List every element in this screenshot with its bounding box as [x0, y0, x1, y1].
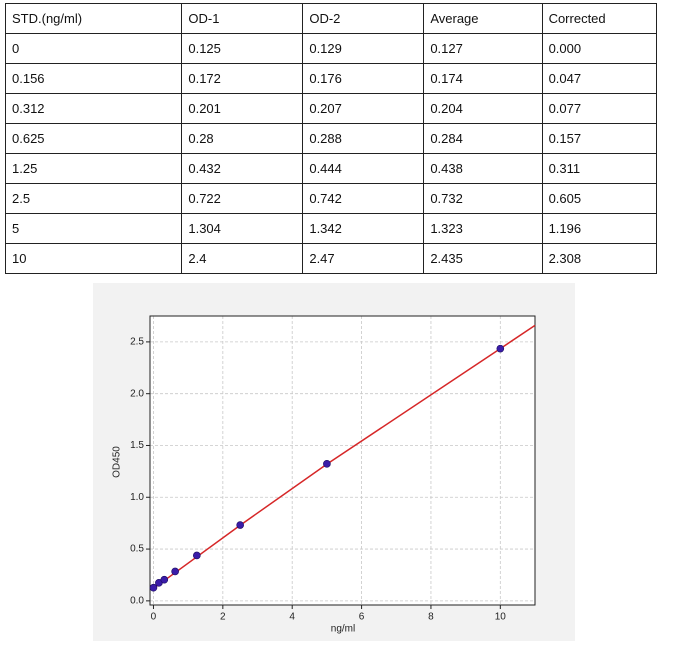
table-cell: 1.304 [181, 213, 304, 244]
table-cell: OD-1 [181, 3, 304, 34]
x-axis-label: ng/ml [331, 624, 355, 635]
table-cell: 2.435 [423, 243, 543, 274]
table-cell: 0.625 [4, 123, 183, 154]
table-cell: 0.127 [423, 33, 543, 64]
data-point [160, 575, 169, 584]
table-row: 0.625 0.28 0.288 0.284 0.157 [4, 123, 658, 154]
table-cell: 0.288 [302, 123, 425, 154]
table-row: 0 0.125 0.129 0.127 0.000 [4, 33, 658, 64]
table-cell: Corrected [541, 3, 658, 34]
table-cell: 0.156 [4, 63, 183, 94]
table-cell: 0.311 [541, 153, 658, 184]
table-cell: 0.174 [423, 63, 543, 94]
y-tick-label: 1.5 [130, 440, 144, 451]
x-tick-label: 8 [428, 612, 434, 623]
table-cell: 2.47 [302, 243, 425, 274]
table-cell: 10 [4, 243, 183, 274]
table-cell: 2.5 [4, 183, 183, 214]
table-row: 5 1.304 1.342 1.323 1.196 [4, 213, 658, 244]
table-row: 2.5 0.722 0.742 0.732 0.605 [4, 183, 658, 214]
header-row: STD.(ng/ml) OD-1 OD-2 Average Corrected [4, 3, 658, 34]
table-cell: 1.323 [423, 213, 543, 244]
table-cell: 0.077 [541, 93, 658, 124]
data-point [496, 344, 505, 353]
table-cell: STD.(ng/ml) [4, 3, 183, 34]
table-cell: 0.732 [423, 183, 543, 214]
table-cell: 0.605 [541, 183, 658, 214]
y-tick-label: 0.5 [130, 544, 144, 555]
y-tick-label: 1.0 [130, 492, 144, 503]
chart: ng/ml OD450 0 2 4 6 8 10 0.0 0.5 1.0 1.5 2.0 2.5 [112, 315, 536, 635]
data-point [171, 567, 179, 576]
x-tick-label: 2 [220, 612, 226, 623]
table-cell: 0.312 [4, 93, 183, 124]
y-tick-label: 2.0 [130, 388, 144, 399]
table-cell: 0.432 [181, 153, 304, 184]
x-tick-label: 10 [495, 612, 507, 623]
table-row: 0.312 0.201 0.207 0.204 0.077 [4, 93, 658, 124]
table-cell: 1.342 [302, 213, 425, 244]
table-cell: 0.742 [302, 183, 425, 214]
table-cell: 2.308 [541, 243, 658, 274]
plot-area [150, 316, 535, 605]
table-cell: 0.176 [302, 63, 425, 94]
table-cell: 0.047 [541, 63, 658, 94]
data-table: STD.(ng/ml) OD-1 OD-2 Average Corrected 0 0.12… [4, 3, 658, 274]
table-cell: 0.28 [181, 123, 304, 154]
y-tick-label: 2.5 [130, 337, 144, 348]
table-cell: 1.196 [541, 213, 658, 244]
table-cell: 0.444 [302, 153, 425, 184]
table-cell: Average [423, 3, 543, 34]
table-cell: 0.438 [423, 153, 543, 184]
table-cell: 0.722 [181, 183, 304, 214]
data-point [193, 551, 201, 560]
table-cell: 0.000 [541, 33, 658, 64]
table-cell: 0.125 [181, 33, 304, 64]
table-cell: 0.157 [541, 123, 658, 154]
table-cell: 0.129 [302, 33, 425, 64]
table-cell: 0.204 [423, 93, 543, 124]
y-axis-label: OD450 [112, 446, 123, 478]
table-cell: 0.207 [302, 93, 425, 124]
table-row: 10 2.4 2.47 2.435 2.308 [4, 243, 658, 274]
data-point [323, 460, 331, 468]
plot-frame [149, 315, 536, 606]
x-tick-label: 4 [289, 612, 295, 623]
data-point [236, 521, 244, 529]
chart-panel: ng/ml OD450 0 2 4 6 8 10 0.0 0.5 1.0 1.5 2.0 2.5 [93, 283, 575, 641]
table-cell: OD-2 [302, 3, 425, 34]
table-cell: 0.172 [181, 63, 304, 94]
table-cell: 1.25 [4, 153, 183, 184]
y-tick-label: 0.0 [130, 595, 144, 606]
table-row: 0.156 0.172 0.176 0.174 0.047 [4, 63, 658, 94]
table-cell: 5 [4, 213, 183, 244]
table-row: 1.25 0.432 0.444 0.438 0.311 [4, 153, 658, 184]
table-cell: 0 [4, 33, 183, 64]
data-point [149, 583, 158, 592]
table-cell: 2.4 [181, 243, 304, 274]
x-tick-label: 6 [359, 612, 365, 623]
table-cell: 0.284 [423, 123, 543, 154]
x-tick-label: 0 [151, 612, 157, 623]
table-cell: 0.201 [181, 93, 304, 124]
